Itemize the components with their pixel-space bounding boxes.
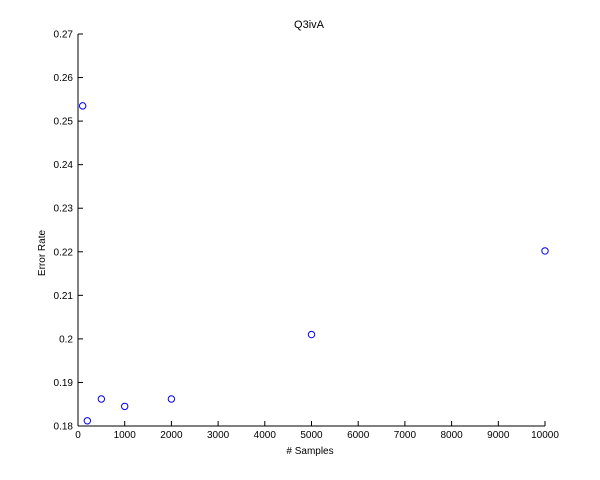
x-tick-label: 7000 — [394, 430, 417, 441]
y-tick-label: 0.2 — [59, 334, 73, 345]
y-axis-label: Error Rate — [37, 230, 48, 277]
data-point — [308, 331, 314, 337]
data-point — [122, 403, 128, 409]
y-tick-label: 0.19 — [54, 378, 74, 389]
data-point — [79, 103, 85, 109]
x-tick-label: 5000 — [300, 430, 323, 441]
data-point — [98, 396, 104, 402]
y-tick-label: 0.26 — [54, 73, 74, 84]
x-tick-label: 1000 — [114, 430, 137, 441]
y-tick-label: 0.24 — [54, 160, 74, 171]
x-tick-label: 0 — [75, 430, 81, 441]
x-tick-label: 8000 — [440, 430, 463, 441]
y-tick-label: 0.27 — [54, 30, 74, 41]
y-ticks: 0.18 0.19 0.2 0.21 0.22 0.23 0.24 0.25 0.26 0.27 — [54, 30, 83, 433]
y-tick-label: 0.25 — [54, 117, 74, 128]
y-tick-label: 0.18 — [54, 422, 74, 433]
data-point — [168, 396, 174, 402]
x-axis-label: # Samples — [286, 446, 333, 457]
x-tick-label: 4000 — [254, 430, 277, 441]
y-tick-label: 0.23 — [54, 204, 74, 215]
y-tick-label: 0.22 — [54, 247, 74, 258]
x-tick-label: 2000 — [160, 430, 183, 441]
x-ticks: 0 1000 2000 3000 4000 5000 6000 7000 8000 9000 100… — [75, 421, 559, 441]
chart-title: Q3ivA — [294, 19, 325, 31]
x-tick-label: 9000 — [487, 430, 510, 441]
data-points — [79, 103, 548, 424]
x-tick-label: 10000 — [531, 430, 559, 441]
x-tick-label: 3000 — [207, 430, 230, 441]
y-tick-label: 0.21 — [54, 291, 74, 302]
x-tick-label: 6000 — [347, 430, 370, 441]
data-point — [542, 248, 548, 254]
axes — [78, 34, 545, 426]
data-point — [84, 418, 90, 424]
